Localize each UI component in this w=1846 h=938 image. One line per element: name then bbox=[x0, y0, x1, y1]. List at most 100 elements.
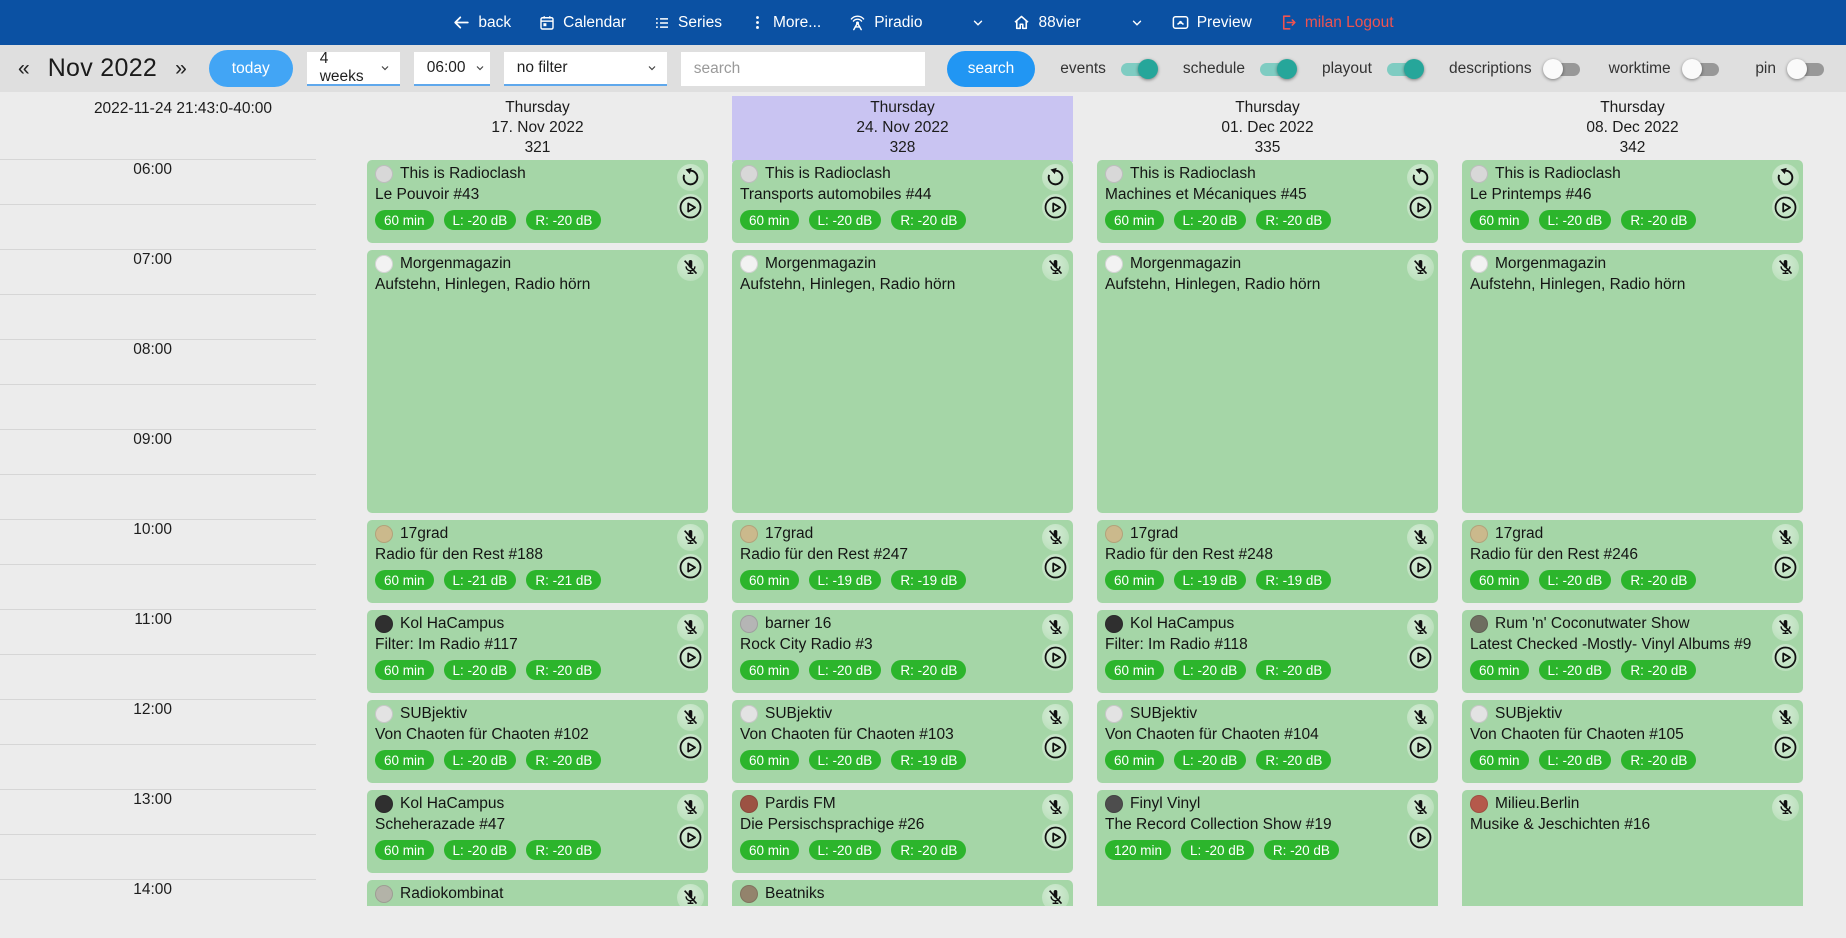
mic-off-icon[interactable] bbox=[677, 614, 704, 641]
event-card[interactable]: Kol HaCampus Filter: Im Radio #117 60 min L… bbox=[367, 610, 708, 693]
event-card[interactable]: Kol HaCampus Scheherazade #47 60 min L: -20… bbox=[367, 790, 708, 873]
play-icon[interactable] bbox=[677, 644, 704, 671]
mic-off-icon[interactable] bbox=[1772, 794, 1799, 821]
nav-item-channel[interactable]: 88vier bbox=[1012, 13, 1081, 32]
chevron-down-icon[interactable] bbox=[971, 16, 985, 30]
mic-off-icon[interactable] bbox=[677, 524, 704, 551]
event-card[interactable]: Radiokombinat bbox=[367, 880, 708, 906]
replay-icon[interactable] bbox=[1772, 164, 1799, 191]
main-navigation: back Calendar Series More... Piradio 88vier Pr… bbox=[452, 13, 1394, 32]
play-icon[interactable] bbox=[1042, 554, 1069, 581]
nav-item-logout[interactable]: milan Logout bbox=[1279, 13, 1394, 32]
mic-off-icon[interactable] bbox=[1042, 254, 1069, 281]
column-header-highlighted[interactable]: Thursday 24. Nov 2022 328 bbox=[732, 96, 1073, 162]
play-icon[interactable] bbox=[1407, 824, 1434, 851]
schedule-toggle[interactable] bbox=[1256, 58, 1297, 80]
nav-item-back[interactable]: back bbox=[452, 13, 511, 32]
event-card[interactable]: barner 16 Rock City Radio #3 60 min L: -20 … bbox=[732, 610, 1073, 693]
event-card[interactable]: Rum 'n' Coconutwater Show Latest Checked … bbox=[1462, 610, 1803, 693]
mic-off-icon[interactable] bbox=[1407, 794, 1434, 821]
event-card[interactable]: Finyl Vinyl The Record Collection Show #1… bbox=[1097, 790, 1438, 906]
play-icon[interactable] bbox=[1042, 824, 1069, 851]
play-icon[interactable] bbox=[1407, 644, 1434, 671]
filter-select[interactable]: no filter bbox=[503, 51, 667, 86]
mic-off-icon[interactable] bbox=[677, 794, 704, 821]
nav-item-calendar[interactable]: Calendar bbox=[538, 14, 626, 32]
replay-icon[interactable] bbox=[677, 164, 704, 191]
replay-icon[interactable] bbox=[1042, 164, 1069, 191]
event-card[interactable]: SUBjektiv Von Chaoten für Chaoten #104 60 … bbox=[1097, 700, 1438, 783]
mic-off-icon[interactable] bbox=[1772, 614, 1799, 641]
mic-off-icon[interactable] bbox=[677, 884, 704, 906]
play-icon[interactable] bbox=[1772, 554, 1799, 581]
column-header[interactable]: Thursday 01. Dec 2022 335 bbox=[1097, 96, 1438, 162]
start-time-select[interactable]: 06:00 bbox=[413, 51, 490, 86]
play-icon[interactable] bbox=[1407, 734, 1434, 761]
nav-item-preview[interactable]: Preview bbox=[1171, 13, 1252, 32]
event-card[interactable]: This is Radioclash Le Pouvoir #43 60 min L:… bbox=[367, 160, 708, 243]
play-icon[interactable] bbox=[677, 194, 704, 221]
mic-off-icon[interactable] bbox=[1407, 524, 1434, 551]
column-header[interactable]: Thursday 17. Nov 2022 321 bbox=[367, 96, 708, 162]
today-button[interactable]: today bbox=[208, 50, 293, 87]
nav-item-series[interactable]: Series bbox=[653, 14, 722, 32]
event-card[interactable]: Morgenmagazin Aufstehn, Hinlegen, Radio h… bbox=[1462, 250, 1803, 513]
event-card[interactable]: This is Radioclash Machines et Mécaniques… bbox=[1097, 160, 1438, 243]
event-card[interactable]: Milieu.Berlin Musike & Jeschichten #16 bbox=[1462, 790, 1803, 906]
mic-off-icon[interactable] bbox=[1042, 614, 1069, 641]
event-card[interactable]: 17grad Radio für den Rest #246 60 min L: -2… bbox=[1462, 520, 1803, 603]
play-icon[interactable] bbox=[1772, 734, 1799, 761]
column-header[interactable]: Thursday 08. Dec 2022 342 bbox=[1462, 96, 1803, 162]
mic-off-icon[interactable] bbox=[1042, 704, 1069, 731]
mic-off-icon[interactable] bbox=[1772, 524, 1799, 551]
play-icon[interactable] bbox=[1042, 644, 1069, 671]
event-card[interactable]: Pardis FM Die Persischsprachige #26 60 min… bbox=[732, 790, 1073, 873]
play-icon[interactable] bbox=[1407, 194, 1434, 221]
play-icon[interactable] bbox=[677, 734, 704, 761]
play-icon[interactable] bbox=[1772, 194, 1799, 221]
mic-off-icon[interactable] bbox=[677, 254, 704, 281]
play-icon[interactable] bbox=[677, 554, 704, 581]
event-card[interactable]: 17grad Radio für den Rest #188 60 min L: -2… bbox=[367, 520, 708, 603]
event-card[interactable]: 17grad Radio für den Rest #247 60 min L: -1… bbox=[732, 520, 1073, 603]
play-icon[interactable] bbox=[677, 824, 704, 851]
replay-icon[interactable] bbox=[1407, 164, 1434, 191]
mic-off-icon[interactable] bbox=[1407, 704, 1434, 731]
event-card[interactable]: This is Radioclash Le Printemps #46 60 min… bbox=[1462, 160, 1803, 243]
nav-item-more[interactable]: More... bbox=[749, 14, 821, 32]
event-card[interactable]: SUBjektiv Von Chaoten für Chaoten #105 60 … bbox=[1462, 700, 1803, 783]
worktime-toggle[interactable] bbox=[1681, 58, 1723, 80]
event-card[interactable]: Morgenmagazin Aufstehn, Hinlegen, Radio h… bbox=[367, 250, 708, 513]
chevron-down-icon[interactable] bbox=[1130, 16, 1144, 30]
event-card[interactable]: Beatniks bbox=[732, 880, 1073, 906]
pin-toggle[interactable] bbox=[1787, 58, 1828, 80]
event-card[interactable]: Morgenmagazin Aufstehn, Hinlegen, Radio h… bbox=[1097, 250, 1438, 513]
play-icon[interactable] bbox=[1407, 554, 1434, 581]
mic-off-icon[interactable] bbox=[677, 704, 704, 731]
next-month-button[interactable]: » bbox=[175, 56, 187, 80]
playout-toggle[interactable] bbox=[1383, 58, 1424, 80]
events-toggle[interactable] bbox=[1117, 58, 1158, 80]
play-icon[interactable] bbox=[1042, 734, 1069, 761]
mic-off-icon[interactable] bbox=[1042, 794, 1069, 821]
mic-off-icon[interactable] bbox=[1772, 254, 1799, 281]
play-icon[interactable] bbox=[1772, 644, 1799, 671]
nav-item-station[interactable]: Piradio bbox=[848, 13, 922, 32]
mic-off-icon[interactable] bbox=[1042, 524, 1069, 551]
mic-off-icon[interactable] bbox=[1772, 704, 1799, 731]
mic-off-icon[interactable] bbox=[1407, 614, 1434, 641]
descriptions-toggle[interactable] bbox=[1542, 58, 1584, 80]
event-card[interactable]: 17grad Radio für den Rest #248 60 min L: -1… bbox=[1097, 520, 1438, 603]
event-card[interactable]: Morgenmagazin Aufstehn, Hinlegen, Radio h… bbox=[732, 250, 1073, 513]
mic-off-icon[interactable] bbox=[1042, 884, 1069, 906]
search-input[interactable] bbox=[680, 51, 925, 86]
range-select[interactable]: 4 weeks bbox=[306, 50, 400, 86]
event-card[interactable]: Kol HaCampus Filter: Im Radio #118 60 min L… bbox=[1097, 610, 1438, 693]
search-button[interactable]: search bbox=[946, 50, 1036, 87]
mic-off-icon[interactable] bbox=[1407, 254, 1434, 281]
event-card[interactable]: This is Radioclash Transports automobiles… bbox=[732, 160, 1073, 243]
event-card[interactable]: SUBjektiv Von Chaoten für Chaoten #103 60 … bbox=[732, 700, 1073, 783]
event-card[interactable]: SUBjektiv Von Chaoten für Chaoten #102 60 … bbox=[367, 700, 708, 783]
prev-month-button[interactable]: « bbox=[18, 56, 30, 80]
play-icon[interactable] bbox=[1042, 194, 1069, 221]
